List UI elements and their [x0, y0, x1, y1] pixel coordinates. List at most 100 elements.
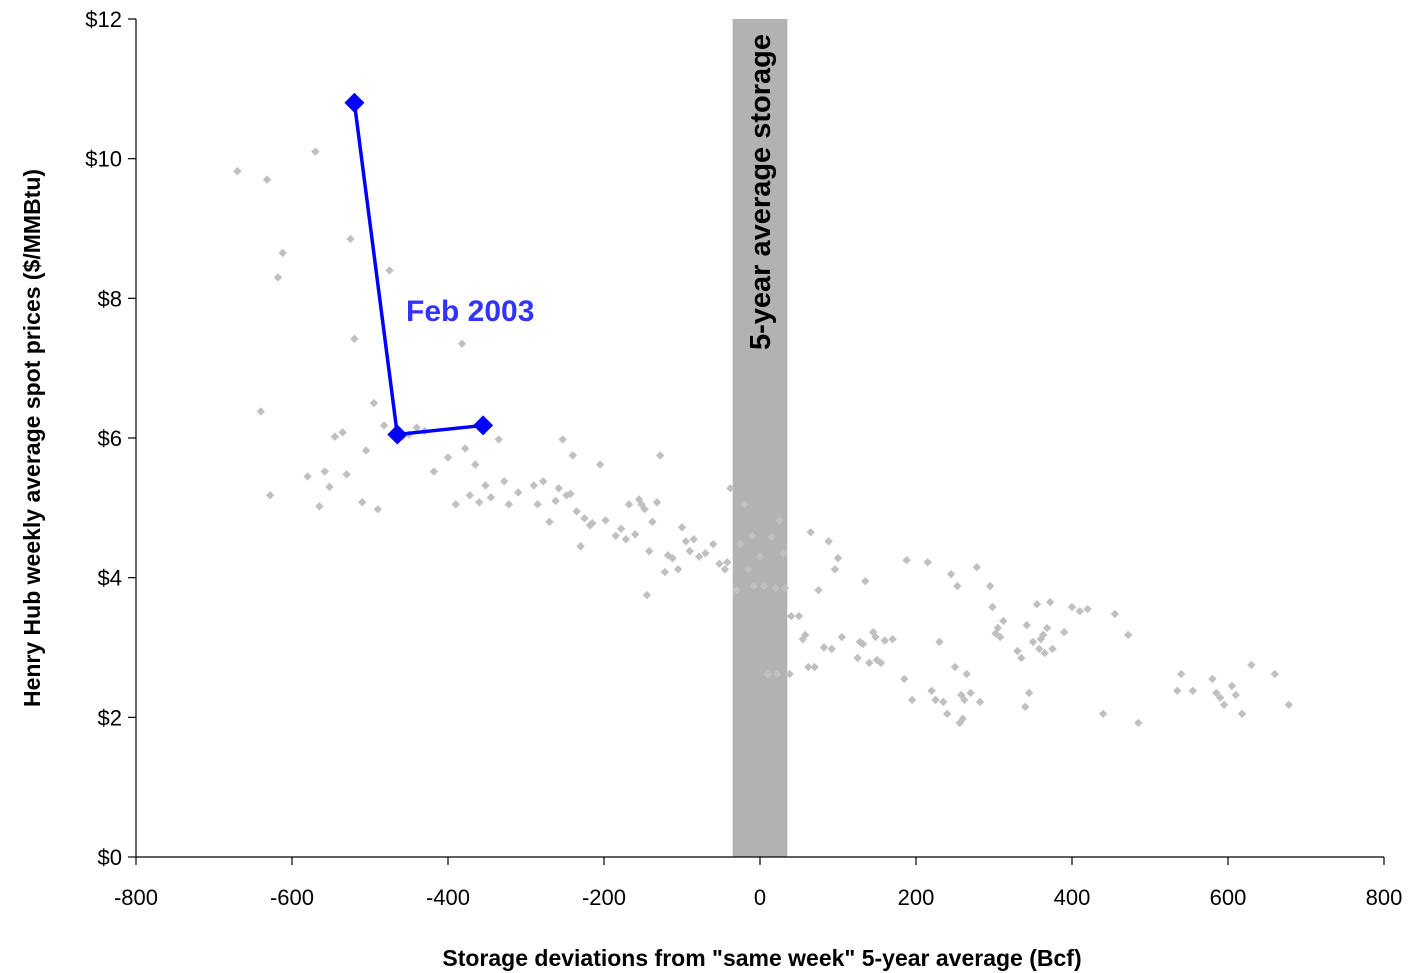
scatter-point [972, 562, 982, 572]
scatter-point [785, 669, 794, 679]
scatter-point [660, 567, 670, 577]
scatter-point [533, 500, 542, 509]
scatter-point [824, 537, 833, 546]
y-tick-label: $10 [85, 147, 122, 172]
scatter-point [966, 688, 975, 698]
scatter-point [311, 147, 320, 156]
feb-2003-series-layer [344, 92, 494, 445]
feb-2003-label: Feb 2003 [406, 295, 534, 328]
scatter-point [562, 491, 571, 500]
scatter-point [233, 167, 242, 176]
scatter-point [1110, 609, 1120, 619]
scatter-point [315, 502, 324, 511]
x-tick-label: -400 [426, 885, 470, 910]
scatter-point [320, 467, 329, 476]
feb-2003-point [473, 415, 494, 436]
scatter-point [538, 477, 548, 486]
scatter-point [460, 444, 470, 453]
scatter-point [585, 521, 595, 530]
y-tick-label: $0 [98, 845, 122, 870]
scatter-point [1013, 646, 1022, 656]
scatter-point [634, 495, 644, 504]
scatter-point [572, 507, 581, 516]
scatter-point [358, 498, 367, 507]
scatter-point [993, 623, 1003, 633]
scatter-point [616, 524, 626, 533]
scatter-point [953, 581, 962, 591]
scatter-point [443, 453, 453, 462]
scatter-point [858, 639, 868, 649]
scatter-point [412, 423, 421, 432]
axes-layer [128, 18, 1385, 865]
scatter-point [775, 516, 784, 525]
scatter-point [1123, 630, 1133, 640]
scatter-point [1270, 669, 1279, 679]
scatter-point [709, 539, 718, 549]
five-year-average-band-layer [732, 19, 788, 857]
scatter-point [806, 528, 815, 537]
scatter-point [996, 632, 1005, 642]
feb-2003-line [352, 102, 484, 437]
scatter-point [471, 460, 480, 469]
scatter-point [1134, 718, 1143, 728]
y-tick-label: $6 [98, 426, 122, 451]
scatter-point [1028, 637, 1038, 647]
scatter-point [732, 586, 741, 595]
scatter-point [958, 714, 967, 723]
scatter-point [558, 435, 567, 444]
scatter-point [985, 581, 995, 591]
scatter-point [794, 611, 804, 621]
scatter-point [580, 514, 589, 523]
scatter-point [744, 565, 753, 574]
scatter-point [861, 576, 870, 586]
scatter-point [736, 539, 745, 549]
scatter-point [755, 552, 765, 561]
scatter-point [1216, 693, 1225, 702]
scatter-point [514, 488, 523, 497]
scatter-point [999, 616, 1008, 626]
scatter-point [624, 500, 634, 509]
x-tick-label: -200 [582, 885, 626, 910]
scatter-point [772, 669, 782, 679]
x-tick-label: -800 [114, 885, 158, 910]
scatter-point [465, 491, 475, 500]
scatter-point [631, 530, 640, 539]
scatter-point [1083, 604, 1092, 614]
x-tick-label: -600 [270, 885, 314, 910]
scatter-point [779, 549, 788, 558]
scatter-point [504, 500, 514, 509]
scatter-point [330, 432, 340, 441]
scatter-point [457, 339, 467, 348]
scatter-point [943, 709, 952, 719]
scatter-point [1060, 627, 1069, 637]
scatter-point [902, 556, 911, 565]
scatter-point [611, 531, 620, 540]
scatter-point [939, 697, 948, 707]
scatter-point [256, 407, 265, 416]
scatter-point [545, 517, 554, 526]
scatter-point [810, 662, 819, 672]
scatter-point [830, 565, 840, 574]
scatter-point [975, 697, 985, 707]
scatter-point [819, 643, 829, 652]
scatter-point [833, 553, 843, 563]
feb-2003-point [344, 92, 365, 113]
scatter-point [689, 535, 698, 544]
scatter-point [529, 481, 538, 490]
scatter-point [1231, 690, 1240, 700]
scatter-point [668, 553, 677, 563]
scatter-point [701, 549, 710, 558]
scatter-point [568, 451, 577, 460]
scatter-point [907, 695, 917, 705]
scatter-point [681, 537, 691, 546]
scatter-point [262, 175, 272, 184]
scatter-point [1048, 644, 1057, 654]
scatter-point [1284, 700, 1294, 709]
scatter-point [960, 695, 969, 705]
scatter-point [962, 669, 971, 679]
scatter-point [955, 718, 964, 728]
scatter-point [595, 460, 605, 469]
scatter-point [1045, 597, 1055, 607]
scatter-point [767, 532, 776, 542]
